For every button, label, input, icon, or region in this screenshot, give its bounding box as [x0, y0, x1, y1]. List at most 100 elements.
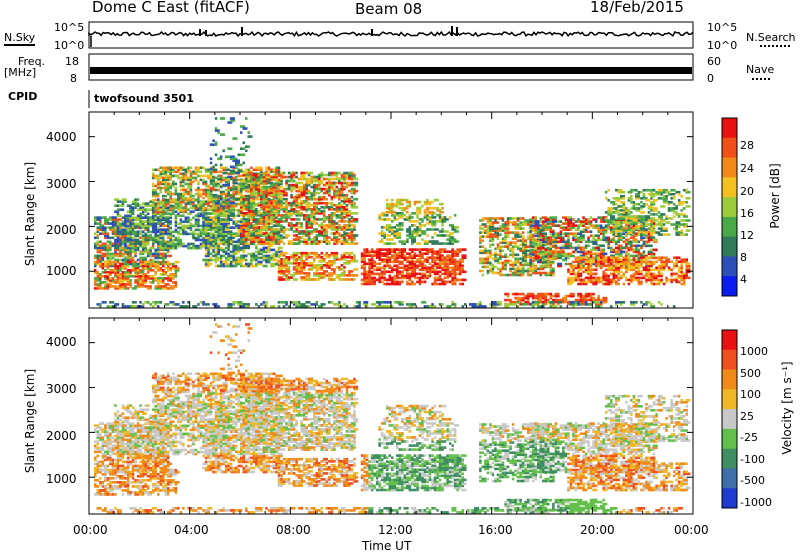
echo-cell	[325, 262, 329, 265]
echo-cell	[214, 180, 218, 184]
echo-cell	[330, 228, 336, 231]
echo-cell	[539, 273, 542, 277]
echo-cell	[338, 197, 341, 201]
echo-cell	[96, 244, 99, 248]
echo-cell	[149, 238, 152, 242]
echo-cell	[121, 224, 125, 228]
echo-cell	[96, 256, 99, 260]
echo-cell	[423, 280, 427, 284]
echo-cell	[252, 264, 256, 268]
echo-cell	[265, 238, 271, 241]
echo-cell	[156, 168, 160, 172]
echo-cell	[338, 181, 344, 185]
echo-cell	[511, 237, 517, 240]
echo-cell	[240, 185, 243, 189]
echo-cell	[348, 272, 351, 275]
echo-cell	[398, 198, 404, 202]
echo-cell	[282, 208, 288, 211]
echo-cell	[182, 188, 185, 192]
echo-cell	[544, 250, 547, 254]
echo-cell	[136, 258, 140, 262]
echo-cell	[192, 172, 198, 176]
echo-cell	[504, 227, 510, 230]
echo-cell	[426, 248, 429, 251]
echo-cell	[187, 166, 190, 170]
echo-cell	[240, 256, 243, 260]
echo-cell	[307, 208, 311, 211]
echo-cell	[413, 276, 417, 280]
echo-cell	[521, 265, 525, 269]
echo-cell	[257, 210, 261, 213]
echo-cell	[398, 254, 404, 257]
echo-cell	[345, 226, 351, 229]
echo-cell	[438, 274, 442, 278]
echo-cell	[111, 269, 115, 272]
echo-cell	[348, 210, 351, 213]
echo-cell	[307, 224, 313, 227]
echo-cell	[340, 187, 346, 191]
echo-cell	[524, 257, 527, 261]
echo-cell	[197, 246, 200, 250]
echo-cell	[431, 250, 434, 253]
echo-cell	[401, 202, 404, 206]
echo-cell	[247, 244, 250, 248]
echo-cell	[265, 210, 268, 213]
echo-cell	[101, 248, 105, 252]
echo-cell	[547, 252, 552, 256]
echo-cell	[242, 197, 245, 201]
echo-cell	[189, 232, 195, 236]
echo-cell	[116, 232, 120, 235]
echo-cell	[219, 234, 223, 237]
echo-cell	[323, 183, 326, 187]
echo-cell	[313, 258, 316, 261]
vel-cbar-tick-1000: 1000	[740, 345, 768, 358]
echo-cell	[124, 218, 127, 222]
echo-cell	[380, 276, 386, 280]
echo-cell	[323, 177, 326, 181]
echo-cell	[413, 264, 417, 268]
echo-cell	[96, 216, 99, 219]
echo-cell	[144, 267, 147, 270]
echo-cell	[443, 248, 447, 251]
echo-cell	[388, 248, 391, 251]
echo-cell	[212, 226, 215, 229]
echo-cell	[511, 241, 517, 244]
echo-cell	[197, 186, 200, 190]
echo-cell	[401, 276, 407, 280]
echo-cell	[167, 248, 170, 252]
echo-cell	[232, 220, 235, 223]
echo-cell	[207, 216, 210, 219]
echo-cell	[305, 228, 308, 231]
echo-cell	[343, 224, 349, 227]
echo-cell	[262, 222, 266, 225]
vel-cbar-tick-100: 100	[740, 388, 761, 401]
echo-cell	[398, 206, 401, 210]
echo-cell	[146, 240, 150, 244]
echo-cell	[247, 187, 253, 191]
echo-cell	[265, 254, 271, 258]
echo-cell	[537, 246, 542, 250]
echo-cell	[237, 224, 243, 227]
echo-cell	[101, 242, 107, 246]
echo-cell	[526, 294, 532, 298]
echo-cell	[270, 248, 276, 252]
echo-cell	[489, 227, 492, 230]
nsky-tick-bottom: 10^0	[54, 39, 85, 52]
echo-cell	[574, 250, 578, 254]
echo-cell	[262, 226, 266, 229]
echo-cell	[270, 178, 273, 182]
echo-cell	[567, 302, 570, 306]
echo-cell	[542, 220, 545, 223]
echo-cell	[219, 232, 223, 235]
echo-cell	[431, 214, 434, 217]
echo-cell	[396, 266, 399, 270]
echo-cell	[272, 252, 276, 256]
echo-cell	[265, 226, 268, 229]
echo-cell	[547, 292, 552, 296]
echo-cell	[134, 275, 140, 278]
echo-cell	[99, 224, 105, 227]
echo-cell	[302, 238, 308, 241]
echo-cell	[217, 218, 223, 221]
echo-cell	[584, 254, 588, 258]
echo-cell	[172, 208, 175, 212]
